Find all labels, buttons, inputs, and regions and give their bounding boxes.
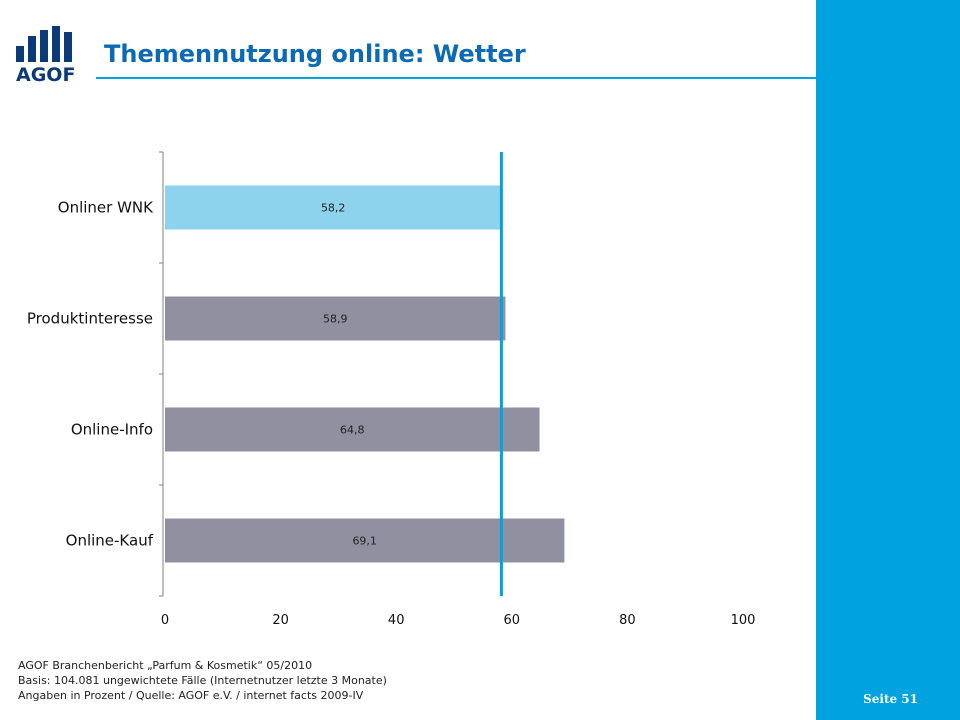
category-label: Online-Kauf: [66, 532, 154, 550]
footnote-line: Angaben in Prozent / Quelle: AGOF e.V. /…: [18, 689, 364, 702]
x-tick-label: 60: [504, 613, 521, 628]
bar: [165, 518, 565, 563]
chart-bars: [165, 185, 565, 563]
bar-value-label: 58,9: [323, 313, 348, 326]
side-accent-bar: Seite 51: [816, 0, 960, 720]
bar: [165, 407, 540, 452]
page-number: Seite 51: [863, 692, 918, 706]
category-label: Online-Info: [71, 421, 153, 439]
bar: [165, 185, 502, 230]
chart-labels: 58,2 Onliner WNK 58,9 Produktinteresse 64,8 O…: [27, 199, 377, 550]
x-tick-label: 40: [388, 613, 405, 628]
bar-value-label: 69,1: [352, 535, 377, 548]
footnotes: AGOF Branchenbericht „Parfum & Kosmetik“…: [18, 658, 387, 703]
bar: [165, 296, 506, 341]
x-tick-label: 0: [161, 613, 169, 628]
x-tick-label: 20: [272, 613, 289, 628]
page-title: Themennutzung online: Wetter: [104, 40, 526, 68]
bar-chart: 58,2 Onliner WNK 58,9 Produktinteresse 64,8 O…: [27, 151, 756, 628]
x-tick-label: 80: [619, 613, 636, 628]
category-label: Onliner WNK: [58, 199, 154, 217]
bar-value-label: 58,2: [321, 202, 346, 215]
logo-text: AGOF: [16, 64, 76, 86]
title-divider: [96, 77, 816, 79]
footnote-line: Basis: 104.081 ungewichtete Fälle (Inter…: [18, 674, 387, 687]
chart-ticks: 0 20 40 60 80 100: [161, 613, 756, 628]
bar-value-label: 64,8: [340, 424, 365, 437]
chart-axis: [159, 151, 164, 597]
category-label: Produktinteresse: [27, 310, 153, 328]
footnote-line: AGOF Branchenbericht „Parfum & Kosmetik“…: [18, 659, 313, 672]
bar-chart-logo-icon: [16, 26, 72, 62]
x-tick-label: 100: [731, 613, 756, 628]
